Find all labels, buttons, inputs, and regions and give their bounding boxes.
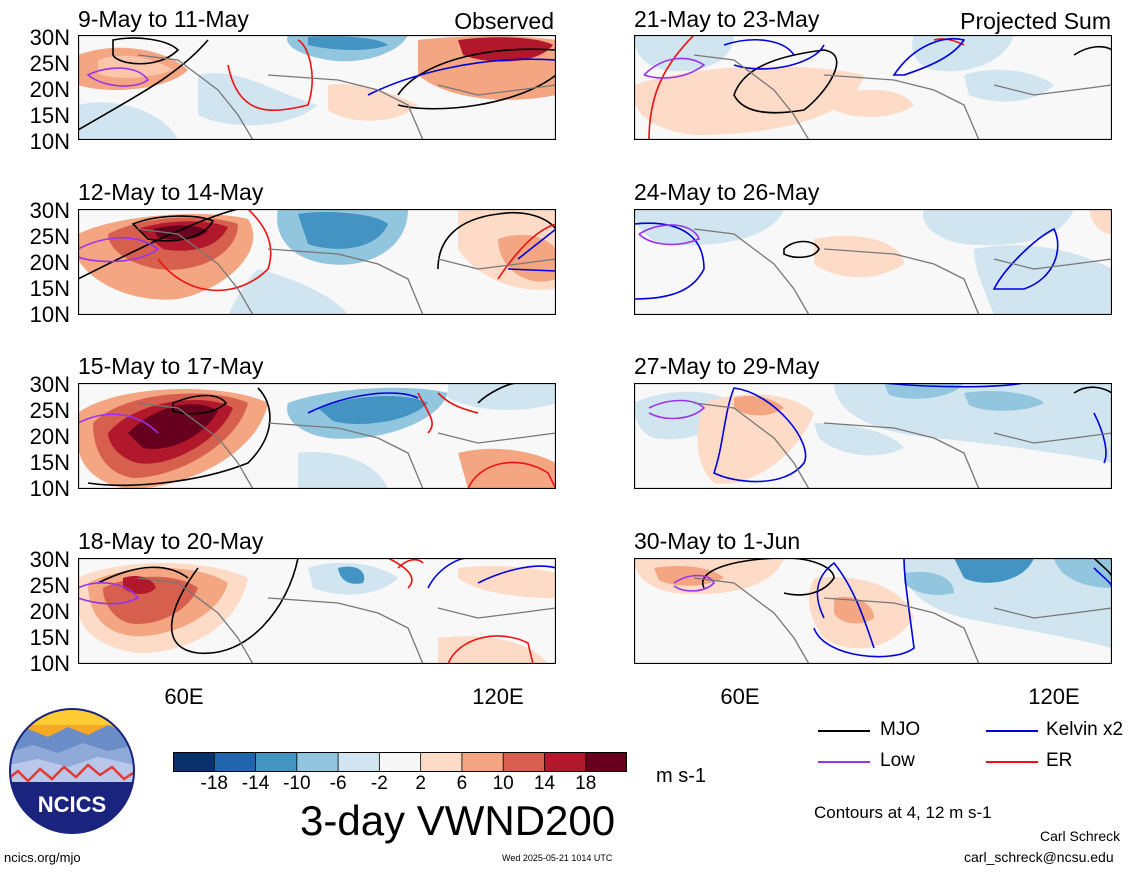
lon-label: 60E (164, 684, 204, 709)
lat-label: 10N (29, 476, 70, 501)
legend-er-label: ER (1046, 750, 1073, 771)
colorbar-swatch (544, 752, 587, 772)
panel-title: 21-May to 23-May (634, 6, 820, 32)
lat-label: 10N (29, 651, 70, 676)
lon-label: 120E (472, 684, 524, 709)
map-panel-proj-3 (634, 383, 1112, 489)
projected-label: Projected Sum (960, 8, 1111, 34)
lat-label: 25N (29, 573, 70, 598)
legend-kelvin-line (986, 730, 1038, 732)
lat-label: 25N (29, 398, 70, 423)
lat-label: 20N (29, 599, 70, 624)
colorbar-swatch (420, 752, 463, 772)
lat-label: 30N (29, 547, 70, 572)
map-panel-obs-1 (78, 35, 556, 140)
lat-label: 30N (29, 25, 70, 50)
lon-label: 120E (1028, 684, 1080, 709)
colorbar-swatch (296, 752, 339, 772)
lat-label: 10N (29, 129, 70, 154)
colorbar-swatch (255, 752, 298, 772)
lon-label: 60E (720, 684, 760, 709)
colorbar-tick-label: 6 (456, 773, 468, 794)
panel-title: 18-May to 20-May (78, 528, 264, 554)
lat-label: 15N (29, 625, 70, 650)
legend-low-label: Low (880, 750, 915, 771)
ncics-logo: NCICS (9, 708, 135, 834)
website: ncics.org/mjo (4, 850, 81, 865)
lat-label: 25N (29, 51, 70, 76)
legend-mjo-label: MJO (880, 719, 921, 740)
map-panel-proj-1 (634, 35, 1112, 140)
map-panel-obs-2 (78, 209, 556, 315)
colorbar-swatch (337, 752, 381, 772)
lat-label: 20N (29, 77, 70, 102)
author: Carl Schreck (1040, 828, 1121, 844)
timestamp: Wed 2025-05-21 1014 UTC (502, 853, 613, 863)
colorbar-swatch (213, 752, 257, 772)
panel-title: 27-May to 29-May (634, 353, 820, 379)
map-panel-obs-4 (78, 558, 556, 664)
lat-label: 10N (29, 302, 70, 327)
colorbar-swatch (378, 752, 422, 772)
colorbar-tick-label: 14 (533, 773, 556, 794)
panel-title: 30-May to 1-Jun (634, 528, 801, 554)
colorbar-tick-label: -18 (200, 773, 228, 794)
legend-low-line (818, 761, 870, 763)
lat-label: 20N (29, 250, 70, 275)
legend-mjo-line (818, 730, 870, 732)
panel-title: 24-May to 26-May (634, 179, 820, 205)
lat-label: 25N (29, 224, 70, 249)
colorbar-tick-label: -14 (241, 773, 270, 794)
lat-label: 15N (29, 103, 70, 128)
lat-label: 20N (29, 424, 70, 449)
lat-label: 30N (29, 198, 70, 223)
colorbar-units: m s-1 (656, 765, 706, 787)
lat-label: 15N (29, 276, 70, 301)
logo-text: NCICS (38, 792, 106, 817)
colorbar-tick-label: -2 (370, 773, 388, 794)
legend-kelvin-label: Kelvin x2 (1046, 719, 1124, 740)
panel-title: 9-May to 11-May (78, 6, 249, 32)
author-email: carl_schreck@ncsu.edu (964, 849, 1114, 865)
colorbar-tick-label: 10 (492, 773, 514, 794)
map-panel-proj-2 (634, 209, 1112, 315)
lat-label: 15N (29, 450, 70, 475)
colorbar (173, 752, 627, 772)
colorbar-swatch (502, 752, 546, 772)
observed-label: Observed (454, 8, 554, 34)
colorbar-swatch (585, 752, 627, 772)
panel-title: 15-May to 17-May (78, 353, 264, 379)
colorbar-tick-label: -6 (329, 773, 347, 794)
contours-note: Contours at 4, 12 m s-1 (814, 803, 992, 822)
colorbar-swatch (461, 752, 505, 772)
legend-er-line (986, 761, 1038, 763)
main-title: 3-day VWND200 (300, 797, 616, 844)
colorbar-tick-label: 2 (415, 773, 426, 794)
lat-label: 30N (29, 372, 70, 397)
map-panel-proj-4 (634, 558, 1112, 664)
panel-title: 12-May to 14-May (78, 179, 264, 205)
colorbar-tick-label: -10 (283, 773, 311, 794)
colorbar-tick-label: 18 (575, 773, 597, 794)
map-panel-obs-3 (78, 383, 556, 489)
colorbar-swatch (173, 752, 216, 772)
